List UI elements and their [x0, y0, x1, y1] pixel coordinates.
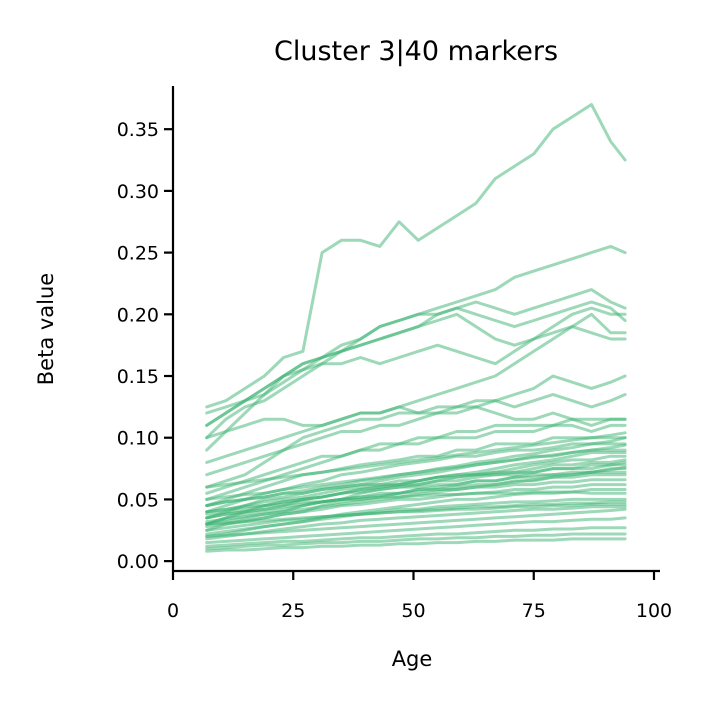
series-line-3: [205, 288, 627, 415]
series-line-38: [205, 537, 627, 553]
x-tick-label: 50: [401, 600, 425, 622]
series-line-13: [205, 436, 627, 508]
series-line-22: [205, 470, 627, 516]
series-line-36: [205, 526, 627, 548]
series-line-25: [205, 483, 627, 529]
series-line-8: [205, 374, 627, 477]
x-axis-ticks: 0 25 50 75 100: [167, 571, 672, 622]
series-line-1: [205, 103, 627, 409]
series-line-6: [205, 306, 627, 427]
x-tick-label: 0: [167, 600, 179, 622]
series-line-39: [205, 431, 627, 489]
series-line-37: [205, 532, 627, 551]
x-tick-label: 100: [636, 600, 672, 622]
x-axis-label: Age: [392, 647, 433, 671]
y-tick-label: 0.10: [117, 428, 159, 450]
series-line-7: [205, 312, 627, 464]
y-axis-label: Beta value: [34, 273, 58, 385]
series-line-35: [205, 516, 627, 545]
y-tick-label: 0.25: [117, 243, 159, 265]
series-line-12: [205, 423, 627, 495]
series-line-40: [205, 465, 627, 524]
series-line-31: [205, 505, 627, 541]
series-line-32: [205, 507, 627, 538]
y-tick-label: 0.05: [117, 489, 159, 511]
series-line-5: [205, 312, 627, 452]
chart-title: Cluster 3|40 markers: [274, 36, 558, 67]
x-tick-label: 25: [281, 600, 305, 622]
series-lines: [205, 103, 627, 553]
y-tick-label: 0.35: [117, 119, 159, 141]
y-tick-label: 0.15: [117, 366, 159, 388]
series-line-10: [205, 405, 627, 440]
series-line-24: [205, 478, 627, 520]
y-tick-label: 0.00: [117, 551, 159, 573]
y-tick-label: 0.20: [117, 304, 159, 326]
series-line-34: [205, 436, 627, 508]
series-line-30: [205, 502, 627, 526]
y-tick-label: 0.30: [117, 181, 159, 203]
y-axis-ticks: 0.00 0.05 0.10 0.15 0.20 0.25 0.30 0.35: [117, 119, 173, 573]
x-tick-label: 75: [522, 600, 546, 622]
